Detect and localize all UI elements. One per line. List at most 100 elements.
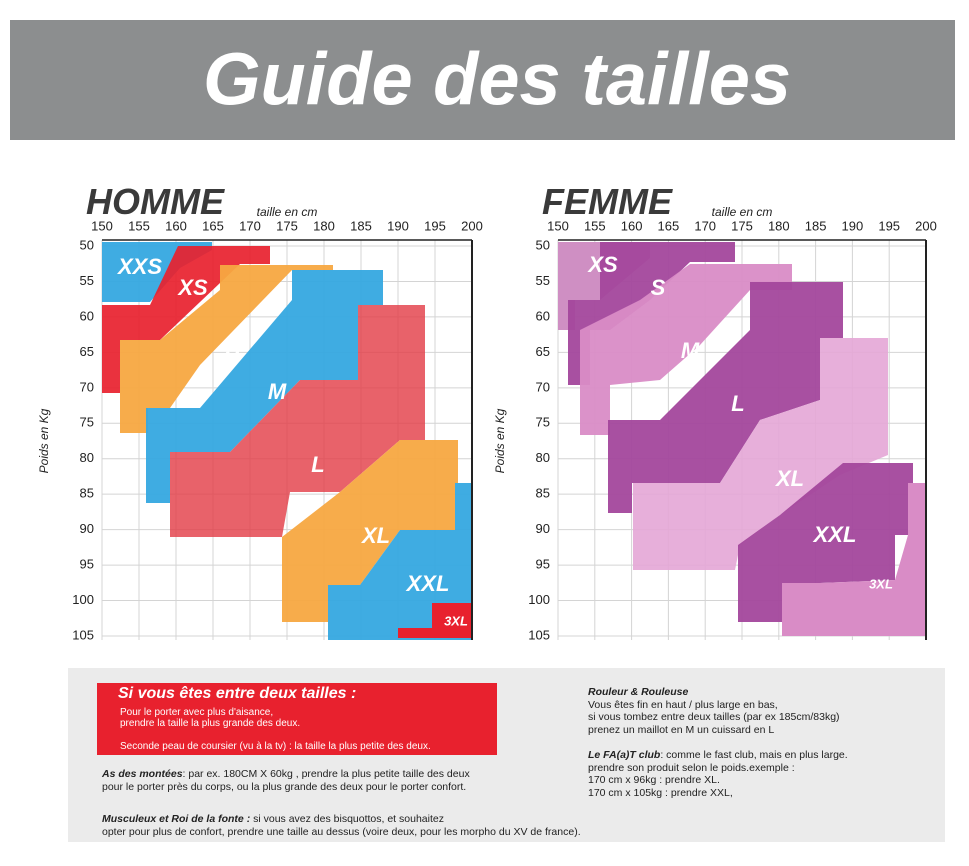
x-tick-label: 170 [694, 218, 716, 233]
chart-title: HOMME [86, 181, 225, 222]
note-line: prendre son produit selon le poids.exemp… [588, 762, 795, 774]
region-l [608, 282, 843, 513]
size-label: S [226, 336, 241, 361]
y-tick-label: 50 [536, 237, 550, 252]
y-tick-label: 80 [80, 450, 94, 465]
note-line: si vous tombez entre deux tailles (par e… [588, 711, 840, 723]
x-tick-label: 165 [658, 218, 680, 233]
region-s [120, 265, 333, 433]
y-tick-label: 70 [80, 379, 94, 394]
note-title: Rouleur & Rouleuse [588, 686, 689, 698]
size-label: XXL [405, 571, 450, 596]
size-label: XL [360, 523, 390, 548]
note-line: prenez un maillot en M un cuissard en L [588, 724, 774, 736]
size-label: 3XL [869, 576, 893, 591]
y-tick-label: 60 [536, 308, 550, 323]
region-xxl [738, 463, 913, 622]
region-s [568, 242, 735, 385]
size-label: XS [176, 275, 208, 300]
x-tick-label: 200 [915, 218, 937, 233]
x-tick-label: 195 [878, 218, 900, 233]
note-line: Musculeux et Roi de la fonte : si vous a… [102, 813, 444, 825]
x-tick-label: 175 [276, 218, 298, 233]
y-tick-label: 55 [80, 273, 94, 288]
x-tick-label: 195 [424, 218, 446, 233]
x-tick-label: 155 [128, 218, 150, 233]
chart-title: FEMME [542, 181, 673, 222]
page-title: Guide des tailles [203, 38, 791, 121]
y-tick-label: 95 [80, 557, 94, 572]
size-label: M [268, 379, 287, 404]
region-xl [633, 338, 888, 570]
homme-chart: XXS XS S M L XL XXL 3XL HOMME taille en c… [37, 181, 483, 642]
region-xs [102, 246, 270, 393]
note-line: Le FA(a)T club: comme le fast club, mais… [588, 749, 848, 761]
note-line: prendre la taille la plus grande des deu… [120, 718, 300, 729]
x-tick-label: 150 [91, 218, 113, 233]
size-label: XXL [812, 522, 857, 547]
y-tick-label: 85 [536, 486, 550, 501]
y-axis-label: Poids en Kg [37, 408, 51, 473]
note-line: pour le porter près du corps, ou la plus… [102, 781, 466, 793]
note-line: 170 cm x 96kg : prendre XL. [588, 774, 720, 786]
y-tick-label: 65 [80, 344, 94, 359]
note-line: 170 cm x 105kg : prendre XXL, [588, 787, 733, 799]
x-tick-label: 160 [165, 218, 187, 233]
region-m [580, 264, 792, 435]
x-tick-label: 185 [805, 218, 827, 233]
size-label: XS [586, 252, 618, 277]
region-3xl [782, 483, 926, 636]
y-tick-label: 55 [536, 273, 550, 288]
x-tick-label: 200 [461, 218, 483, 233]
x-tick-label: 155 [584, 218, 606, 233]
y-tick-label: 85 [80, 486, 94, 501]
femme-chart: XS S M L XL XXL 3XL FEMME taille en cm Poi… [493, 181, 937, 642]
size-label: XL [774, 466, 804, 491]
note-title: Si vous êtes entre deux tailles : [118, 685, 356, 702]
notes-highlight [97, 683, 497, 755]
region-xl [282, 440, 458, 622]
note-line: As des montées: par ex. 180CM X 60kg , p… [101, 768, 470, 780]
x-tick-label: 150 [547, 218, 569, 233]
y-tick-label: 105 [72, 627, 94, 642]
x-axis-label: taille en cm [712, 205, 773, 219]
region-xxl [328, 483, 472, 640]
y-tick-label: 100 [72, 592, 94, 607]
header-bar [10, 20, 955, 140]
x-tick-label: 175 [731, 218, 753, 233]
region-3xl [398, 603, 472, 638]
y-tick-label: 90 [80, 521, 94, 536]
size-label: M [681, 338, 700, 363]
x-tick-label: 190 [842, 218, 864, 233]
x-tick-label: 160 [621, 218, 643, 233]
note-line: opter pour plus de confort, prendre une … [102, 826, 581, 838]
region-m [146, 270, 383, 503]
y-tick-label: 60 [80, 308, 94, 323]
size-label: L [311, 452, 324, 477]
x-tick-label: 170 [239, 218, 261, 233]
y-tick-label: 105 [528, 627, 550, 642]
y-tick-label: 100 [528, 592, 550, 607]
y-tick-label: 80 [536, 450, 550, 465]
y-tick-label: 70 [536, 379, 550, 394]
x-tick-label: 180 [313, 218, 335, 233]
size-label: S [651, 275, 666, 300]
x-axis-label: taille en cm [257, 205, 318, 219]
region-l [170, 305, 425, 537]
size-label: L [731, 391, 744, 416]
x-tick-label: 180 [768, 218, 790, 233]
y-tick-label: 75 [80, 415, 94, 430]
note-line: Seconde peau de coursier (vu à la tv) : … [120, 741, 431, 752]
note-line: Vous êtes fin en haut / plus large en ba… [588, 699, 778, 711]
y-axis-label: Poids en Kg [493, 408, 507, 473]
y-tick-label: 95 [536, 557, 550, 572]
x-tick-label: 165 [202, 218, 224, 233]
y-tick-label: 50 [80, 237, 94, 252]
y-tick-label: 65 [536, 344, 550, 359]
x-tick-label: 185 [350, 218, 372, 233]
y-tick-label: 75 [536, 415, 550, 430]
x-tick-label: 190 [387, 218, 409, 233]
size-label: 3XL [444, 613, 468, 628]
